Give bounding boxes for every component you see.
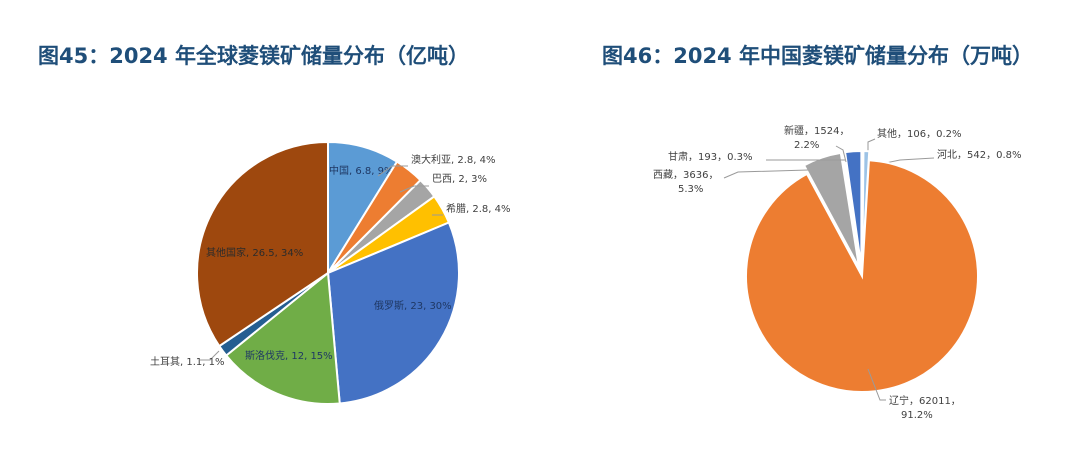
data-label-1: 其他，106，0.2%	[877, 127, 962, 140]
leader-line-2	[377, 165, 408, 177]
leader-line-3	[867, 368, 886, 401]
pie-slice-4	[802, 151, 861, 268]
pie-slice-3	[745, 159, 979, 393]
data-label-5: 俄罗斯, 23, 30%	[374, 299, 452, 312]
chart-title-global: 图45：2024 年全球菱镁矿储量分布（亿吨）	[38, 44, 469, 68]
data-label-1: 中国, 6.8, 9%	[329, 164, 393, 177]
pie-slice-6	[224, 271, 341, 405]
pie-slice-5	[326, 221, 460, 405]
pie-slice-8	[196, 140, 329, 348]
china-reserves-pie-chart: 其他，106，0.2% 河北，542，0.8% 辽宁，62011， 91.2% 西藏，3…	[653, 124, 1022, 421]
global-reserves-panel: 图45：2024 年全球菱镁矿储量分布（亿吨） 中国, 6.8, 9% 澳大利亚,…	[38, 44, 510, 405]
china-reserves-panel: 图46：2024 年中国菱镁矿储量分布（万吨） 其他，106，0.2% 河北，54…	[540, 0, 1080, 458]
global-reserves-pie-chart: 中国, 6.8, 9% 澳大利亚, 2.8, 4% 巴西, 2, 3% 希腊, 2.8…	[150, 140, 510, 405]
leader-line-6	[835, 145, 847, 163]
data-label-6: 新疆，1524， 2.2%	[784, 124, 849, 151]
data-label-4: 西藏，3636， 5.3%	[653, 169, 718, 195]
leader-line-7	[200, 350, 220, 361]
leader-line-4	[723, 169, 809, 179]
data-label-4: 希腊, 2.8, 4%	[446, 202, 510, 215]
data-label-7: 土耳其, 1.1, 1%	[150, 355, 224, 368]
data-label-6: 斯洛伐克, 12, 15%	[245, 349, 333, 362]
data-label-2: 河北，542，0.8%	[937, 149, 1022, 161]
leader-line-3	[399, 185, 429, 193]
data-label-5: 甘肃，193，0.3%	[668, 150, 753, 163]
data-label-3: 辽宁，62011， 91.2%	[889, 394, 961, 421]
data-label-2: 澳大利亚, 2.8, 4%	[411, 153, 495, 166]
pie-slice-6	[843, 150, 863, 268]
data-label-3: 巴西, 2, 3%	[432, 173, 487, 185]
data-label-8: 其他国家, 26.5, 34%	[206, 246, 303, 259]
chart-title-china: 图46：2024 年中国菱镁矿储量分布（万吨）	[602, 44, 1033, 68]
